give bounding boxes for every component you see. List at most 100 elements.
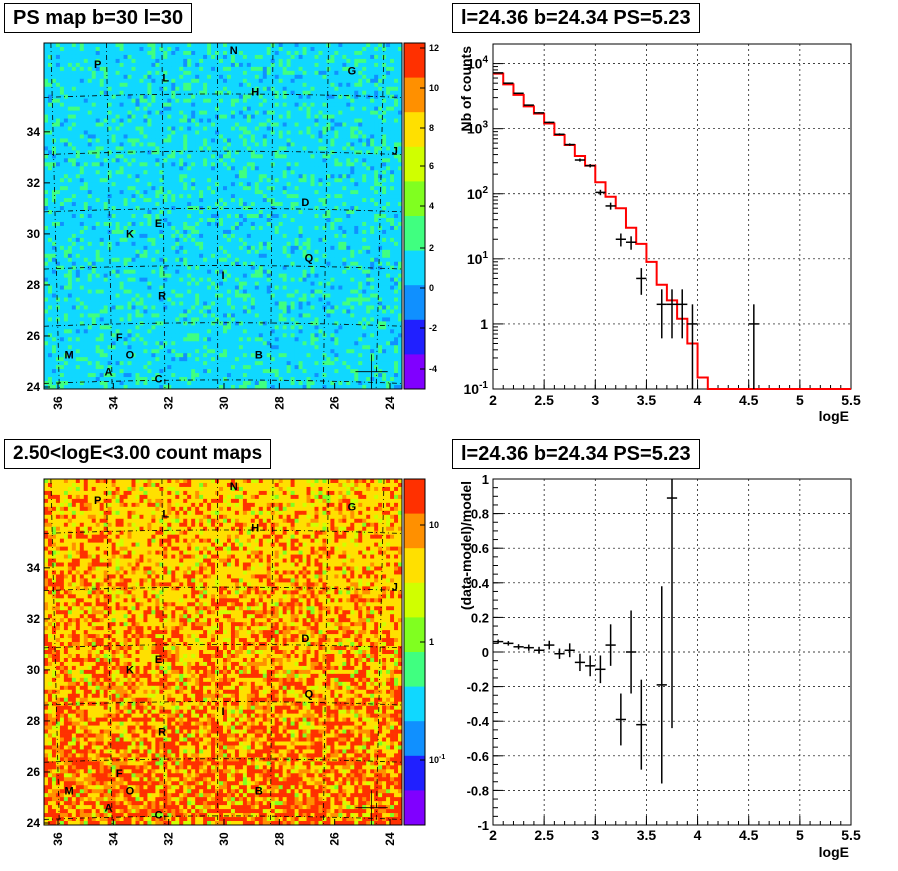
map-pixel xyxy=(386,210,391,215)
map-pixel xyxy=(250,114,256,119)
map-pixel xyxy=(219,182,224,187)
map-pixel xyxy=(83,229,89,235)
map-pixel xyxy=(143,106,148,111)
map-pixel xyxy=(342,178,347,183)
map-pixel xyxy=(219,221,224,227)
map-pixel xyxy=(127,162,132,167)
map-pixel xyxy=(310,98,315,103)
map-pixel xyxy=(310,118,315,123)
map-pixel xyxy=(326,114,331,119)
map-pixel xyxy=(95,186,100,191)
map-pixel xyxy=(175,78,180,84)
map-pixel xyxy=(67,261,73,267)
map-pixel xyxy=(111,66,116,72)
map-pixel xyxy=(246,217,252,223)
map-pixel xyxy=(362,86,367,92)
map-pixel xyxy=(119,98,124,103)
map-pixel xyxy=(83,70,89,76)
map-pixel xyxy=(171,237,176,243)
map-pixel xyxy=(394,134,399,139)
map-pixel xyxy=(71,206,77,211)
map-pixel xyxy=(246,166,252,171)
map-pixel xyxy=(131,202,136,207)
map-pixel xyxy=(250,245,256,251)
map-pixel xyxy=(111,82,116,88)
map-pixel xyxy=(191,214,196,219)
map-pixel xyxy=(290,190,295,195)
map-pixel xyxy=(131,150,136,155)
map-pixel xyxy=(55,261,61,267)
map-pixel xyxy=(203,198,208,203)
map-pixel xyxy=(246,50,252,56)
map-pixel xyxy=(187,241,192,247)
map-pixel xyxy=(223,122,228,127)
map-pixel xyxy=(47,150,53,155)
map-pixel xyxy=(87,170,93,175)
map-pixel xyxy=(91,249,97,255)
map-pixel xyxy=(374,182,379,187)
map-pixel xyxy=(167,94,172,99)
map-pixel xyxy=(155,82,160,88)
map-pixel xyxy=(123,174,128,179)
map-pixel xyxy=(322,198,327,203)
map-pixel xyxy=(83,214,89,219)
map-pixel xyxy=(350,126,355,131)
map-pixel xyxy=(223,225,228,231)
map-pixel xyxy=(270,150,276,155)
map-pixel xyxy=(358,154,363,159)
map-pixel xyxy=(47,186,53,191)
map-pixel xyxy=(390,74,395,80)
map-pixel xyxy=(171,82,176,88)
map-pixel xyxy=(294,225,299,231)
map-pixel xyxy=(47,190,53,195)
map-pixel xyxy=(230,249,236,255)
map-pixel xyxy=(234,221,240,227)
map-pixel xyxy=(294,162,299,167)
map-pixel xyxy=(266,146,272,151)
map-pixel xyxy=(167,82,172,88)
map-pixel xyxy=(44,126,49,131)
map-pixel xyxy=(290,170,295,175)
map-pixel xyxy=(195,138,200,143)
map-pixel xyxy=(330,54,335,60)
map-pixel xyxy=(250,214,256,219)
map-pixel xyxy=(171,106,176,111)
map-pixel xyxy=(362,43,367,48)
map-pixel xyxy=(195,78,200,84)
map-pixel xyxy=(83,74,89,80)
map-pixel xyxy=(107,210,112,215)
map-pixel xyxy=(234,178,240,183)
map-pixel xyxy=(211,174,216,179)
map-pixel xyxy=(358,74,363,80)
map-pixel xyxy=(250,221,256,227)
map-pixel xyxy=(71,130,77,135)
map-pixel xyxy=(298,70,303,76)
map-pixel xyxy=(111,146,116,151)
map-pixel xyxy=(342,221,347,227)
map-pixel xyxy=(107,190,112,195)
map-pixel xyxy=(199,43,204,48)
map-pixel xyxy=(266,142,272,147)
map-pixel xyxy=(67,233,73,239)
map-pixel xyxy=(306,118,311,123)
map-pixel xyxy=(139,237,144,243)
map-pixel xyxy=(246,221,252,227)
map-pixel xyxy=(44,150,49,155)
map-pixel xyxy=(290,154,295,159)
map-pixel xyxy=(354,202,359,207)
map-pixel xyxy=(155,178,160,183)
map-pixel xyxy=(234,126,240,131)
map-pixel xyxy=(378,70,383,76)
map-pixel xyxy=(342,237,347,243)
map-pixel xyxy=(338,190,343,195)
map-pixel xyxy=(342,94,347,99)
map-pixel xyxy=(183,134,188,139)
map-pixel xyxy=(155,98,160,103)
map-pixel xyxy=(398,94,403,99)
map-pixel xyxy=(187,114,192,119)
map-pixel xyxy=(342,170,347,175)
map-pixel xyxy=(203,74,208,80)
map-pixel xyxy=(87,142,93,147)
map-pixel xyxy=(215,146,220,151)
map-pixel xyxy=(119,78,124,84)
